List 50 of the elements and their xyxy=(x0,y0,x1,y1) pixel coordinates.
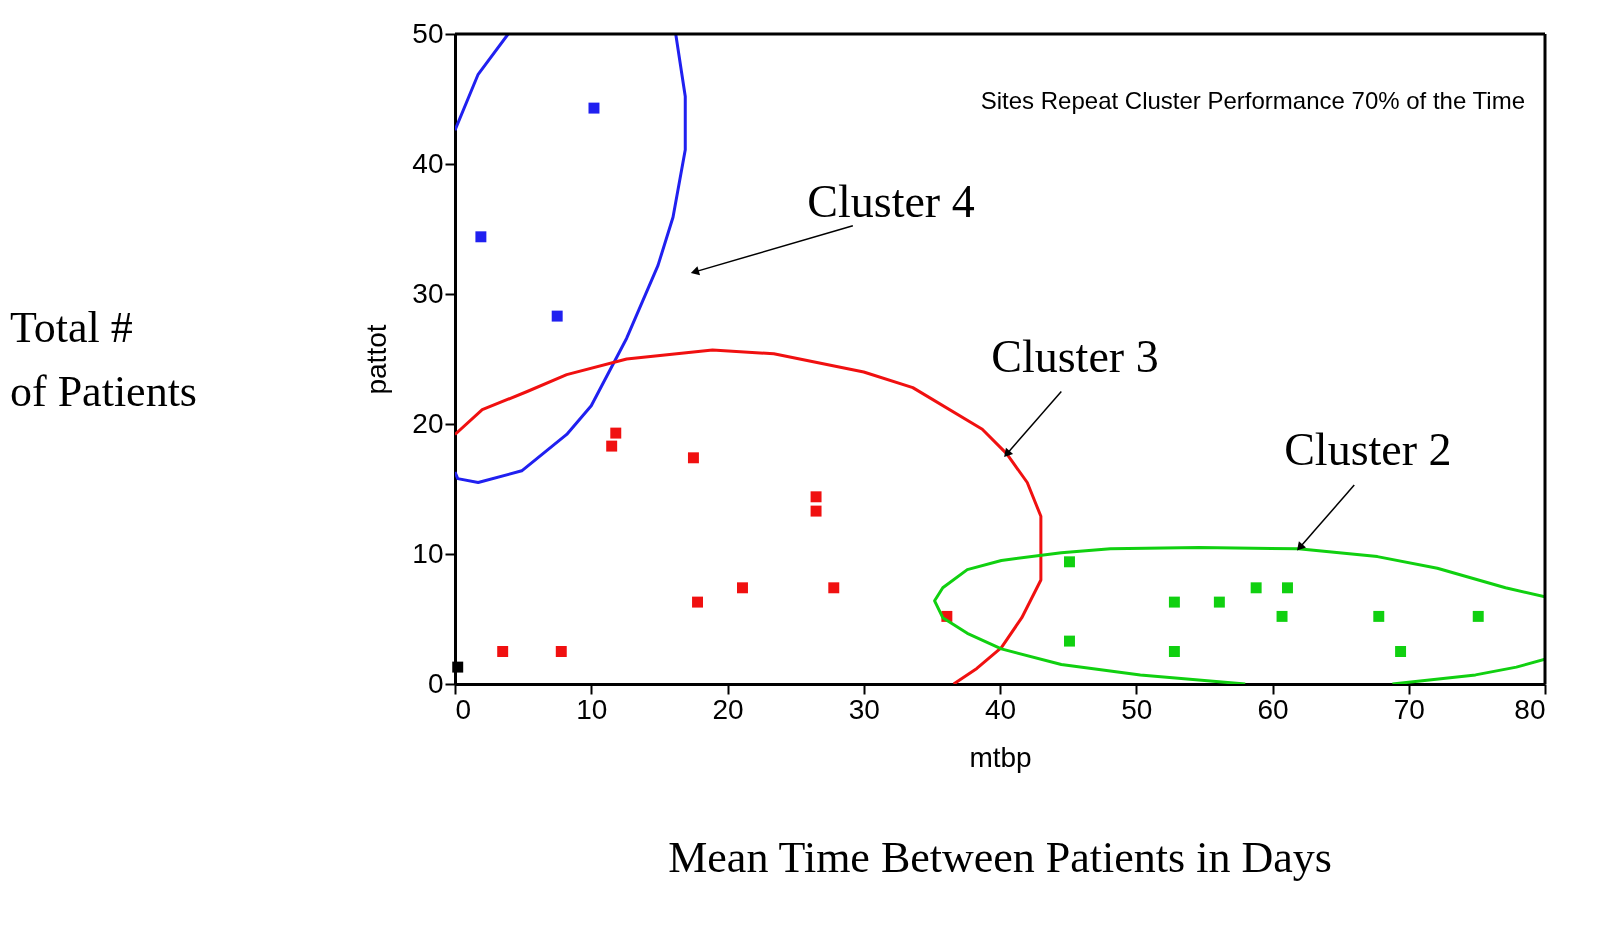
x-tick-label: 30 xyxy=(848,693,880,725)
point xyxy=(1395,646,1407,657)
y-tick-label: 0 xyxy=(427,667,444,699)
x-tick-label: 40 xyxy=(984,693,1017,725)
point xyxy=(588,102,600,114)
point xyxy=(1276,610,1288,622)
x-tick-label: 70 xyxy=(1393,693,1425,725)
point xyxy=(1250,582,1262,594)
point xyxy=(687,452,699,464)
point xyxy=(810,505,822,517)
x-axis-title: mtbp xyxy=(969,741,1032,773)
text: Mean Time Between Patients in Days xyxy=(668,833,1332,882)
point xyxy=(452,661,464,673)
x-tick-label: 60 xyxy=(1257,693,1289,725)
line-series xyxy=(455,34,687,484)
point xyxy=(551,310,563,322)
point xyxy=(828,582,840,594)
point xyxy=(1282,582,1293,594)
annotation: Sites Repeat Cluster Performance 70% of the Time xyxy=(980,87,1525,114)
point xyxy=(1213,596,1225,608)
y-tick-label: 30 xyxy=(412,277,444,309)
point xyxy=(475,231,487,243)
point xyxy=(1373,610,1385,622)
point xyxy=(1168,646,1180,657)
y-axis-title: pattot xyxy=(361,324,393,395)
point xyxy=(692,596,703,608)
point xyxy=(606,440,618,452)
x-tick-label: 20 xyxy=(712,693,744,725)
point xyxy=(1064,556,1075,568)
y-tick-label: 10 xyxy=(412,537,444,569)
x-tick-label: 80 xyxy=(1514,693,1546,725)
point xyxy=(497,646,509,657)
annotation: Cluster 4 xyxy=(807,176,975,227)
point xyxy=(810,491,822,503)
y-tick-label: 40 xyxy=(412,147,444,179)
y-tick-label: 50 xyxy=(412,17,444,49)
annotation: Cluster 2 xyxy=(1284,424,1452,476)
line-series xyxy=(1390,657,1545,684)
point xyxy=(737,582,748,594)
text: Total # of Patients xyxy=(10,303,197,416)
annotation: Cluster 3 xyxy=(991,330,1159,382)
point xyxy=(1064,635,1075,647)
point xyxy=(555,646,567,657)
x-tick-label: 0 xyxy=(455,693,472,725)
x-tick-label: 10 xyxy=(576,693,608,725)
point xyxy=(1472,610,1484,622)
point xyxy=(610,427,622,439)
x-tick-label: 50 xyxy=(1121,693,1153,725)
point xyxy=(1168,596,1180,608)
y-tick-label: 20 xyxy=(412,407,444,439)
